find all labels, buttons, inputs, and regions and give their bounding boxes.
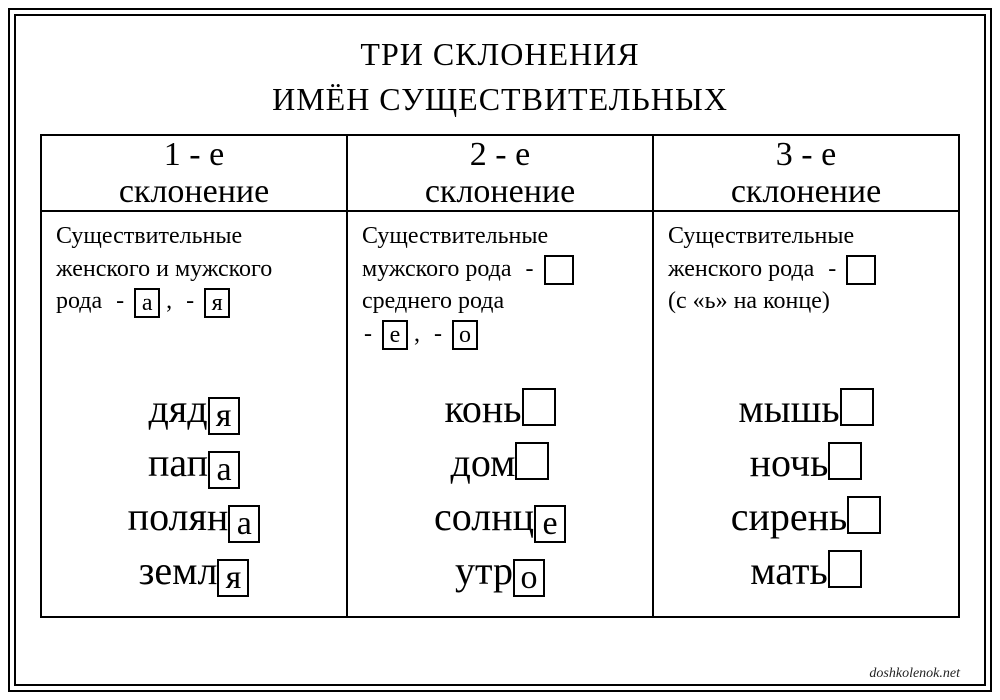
title-line-1: ТРИ СКЛОНЕНИЯ (360, 36, 639, 72)
ex-ending-box-empty (515, 442, 549, 480)
example-row: мать (658, 544, 954, 598)
example-row: дядя (46, 382, 342, 436)
col3-header: 3 - е склонение (653, 135, 959, 212)
header-row: 1 - е склонение 2 - е склонение 3 - е ск… (41, 135, 959, 212)
example-row: поляна (46, 490, 342, 544)
example-row: мышь (658, 382, 954, 436)
col2-body: Существительные мужского рода - среднего… (347, 211, 653, 617)
comma: , (414, 321, 420, 347)
col1-examples: дядя папа поляна земля (42, 372, 346, 616)
ex-stem: земл (139, 548, 218, 593)
example-row: папа (46, 436, 342, 490)
ex-stem: мышь (738, 386, 839, 431)
ex-ending-box-empty (840, 388, 874, 426)
dash: - (186, 288, 194, 314)
col3-desc: Существительные женского рода - (с «ь» н… (654, 212, 958, 372)
example-row: дом (352, 436, 648, 490)
col1-desc-l2: женского и мужского (56, 256, 272, 282)
col3-body: Существительные женского рода - (с «ь» н… (653, 211, 959, 617)
ex-stem: полян (128, 494, 229, 539)
col3-examples: мышь ночь сирень мать (654, 372, 958, 616)
ex-stem: ночь (750, 440, 829, 485)
ex-ending-box-empty (828, 442, 862, 480)
dash: - (116, 288, 124, 314)
col1-desc-tail: рода (56, 288, 102, 314)
ex-stem: дом (451, 440, 516, 485)
ending-box-empty (544, 255, 574, 285)
ex-ending-box: я (217, 559, 249, 597)
ex-ending-box: а (228, 505, 260, 543)
main-title: ТРИ СКЛОНЕНИЯ ИМЁН СУЩЕСТВИТЕЛЬНЫХ (40, 32, 960, 122)
col2-desc: Существительные мужского рода - среднего… (348, 212, 652, 372)
ex-stem: пап (148, 440, 208, 485)
example-row: солнце (352, 490, 648, 544)
col3-desc-l1: Существительные (668, 223, 854, 249)
ex-stem: мать (750, 548, 827, 593)
col2-examples: конь дом солнце утро (348, 372, 652, 616)
ex-stem: сирень (731, 494, 848, 539)
col1-body: Существительные женского и мужского рода… (41, 211, 347, 617)
col2-masc-prefix: мужского рода (362, 256, 512, 282)
title-line-2: ИМЁН СУЩЕСТВИТЕЛЬНЫХ (272, 81, 728, 117)
dash: - (434, 321, 442, 347)
example-row: сирень (658, 490, 954, 544)
ex-ending-box: о (513, 559, 545, 597)
example-row: земля (46, 544, 342, 598)
ending-box-empty (846, 255, 876, 285)
page: ТРИ СКЛОНЕНИЯ ИМЁН СУЩЕСТВИТЕЛЬНЫХ 1 - е… (0, 0, 1000, 700)
col1-desc: Существительные женского и мужского рода… (42, 212, 346, 372)
declension-table: 1 - е склонение 2 - е склонение 3 - е ск… (40, 134, 960, 619)
body-row: Существительные женского и мужского рода… (41, 211, 959, 617)
col1-header-top: 1 - е (164, 136, 224, 173)
col2-header-top: 2 - е (470, 136, 530, 173)
ex-ending-box-empty (522, 388, 556, 426)
ex-stem: утр (455, 548, 513, 593)
example-row: конь (352, 382, 648, 436)
ex-ending-box: е (534, 505, 566, 543)
ex-stem: солнц (434, 494, 534, 539)
dash: - (828, 256, 836, 282)
ex-ending-box-empty (828, 550, 862, 588)
inner-frame: ТРИ СКЛОНЕНИЯ ИМЁН СУЩЕСТВИТЕЛЬНЫХ 1 - е… (14, 14, 986, 686)
dash: - (526, 256, 534, 282)
example-row: ночь (658, 436, 954, 490)
dash: - (364, 321, 372, 347)
ending-box: е (382, 320, 408, 350)
col1-header-bottom: склонение (119, 173, 269, 210)
ending-box: о (452, 320, 478, 350)
col2-header: 2 - е склонение (347, 135, 653, 212)
col2-desc-l1: Существительные (362, 223, 548, 249)
col1-header: 1 - е склонение (41, 135, 347, 212)
example-row: утро (352, 544, 648, 598)
ex-stem: дяд (148, 386, 207, 431)
col2-neut-line: среднего рода (362, 288, 504, 314)
col3-fem-note: (с «ь» на конце) (668, 288, 830, 314)
ex-stem: конь (444, 386, 521, 431)
watermark: doshkolenok.net (869, 666, 960, 682)
comma: , (166, 288, 172, 314)
ex-ending-box-empty (847, 496, 881, 534)
ex-ending-box: а (208, 451, 240, 489)
col3-header-bottom: склонение (731, 173, 881, 210)
ending-box: а (134, 288, 160, 318)
col2-header-bottom: склонение (425, 173, 575, 210)
col3-header-top: 3 - е (776, 136, 836, 173)
ending-box: я (204, 288, 230, 318)
col3-fem-prefix: женского рода (668, 256, 814, 282)
col1-desc-l1: Существительные (56, 223, 242, 249)
ex-ending-box: я (208, 397, 240, 435)
